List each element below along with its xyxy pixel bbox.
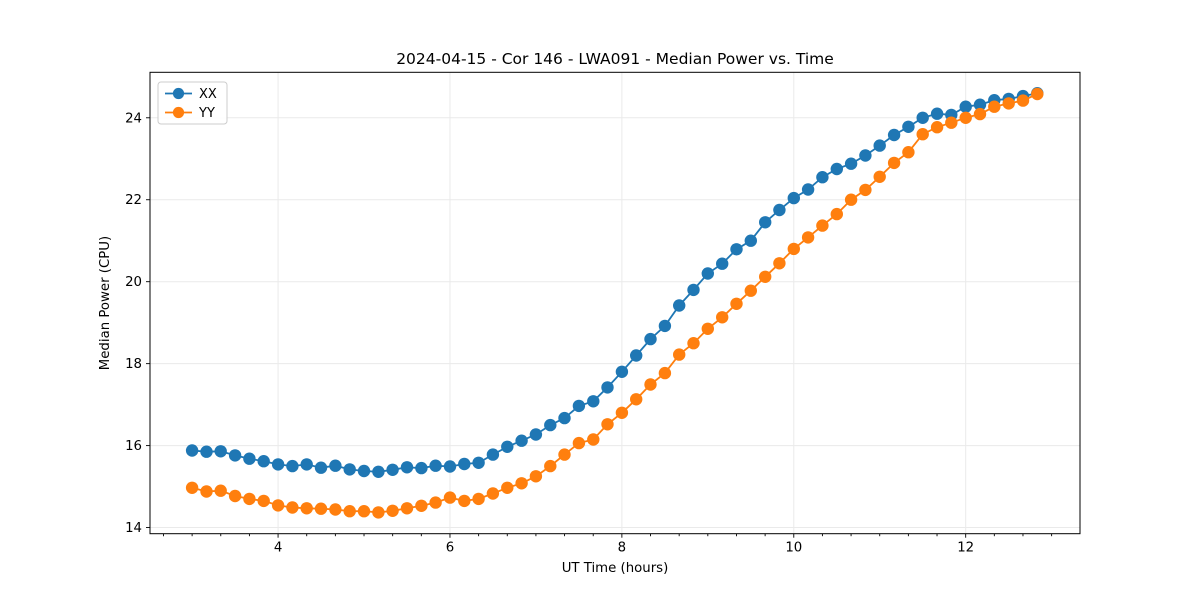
gridlines [150, 72, 1080, 534]
legend-marker-YY [172, 106, 185, 119]
svg-text:6: 6 [446, 541, 454, 556]
series-YY [185, 87, 1044, 519]
svg-text:8: 8 [618, 541, 626, 556]
svg-text:20: 20 [125, 275, 142, 290]
svg-text:4: 4 [274, 541, 282, 556]
svg-text:18: 18 [125, 357, 142, 372]
legend: XX YY [157, 81, 228, 125]
series-YY-markers [185, 87, 1044, 519]
svg-text:14: 14 [125, 521, 142, 536]
tick-labels: 4 6 8 10 12 14 16 18 20 22 24 [125, 111, 974, 555]
legend-label-XX: XX [199, 87, 217, 102]
svg-text:10: 10 [785, 541, 802, 556]
y-axis-label: Median Power (CPU) [98, 235, 113, 371]
x-axis-label: UT Time (hours) [561, 561, 669, 576]
legend-marker-XX [172, 87, 185, 100]
axis-ticks [146, 117, 1053, 538]
svg-text:24: 24 [125, 111, 142, 126]
axes-spines [149, 71, 1081, 535]
svg-text:22: 22 [125, 193, 142, 208]
chart-title: 2024-04-15 - Cor 146 - LWA091 - Median P… [396, 50, 834, 68]
legend-label-YY: YY [198, 106, 215, 121]
svg-text:12: 12 [957, 541, 974, 556]
svg-text:16: 16 [125, 439, 142, 454]
